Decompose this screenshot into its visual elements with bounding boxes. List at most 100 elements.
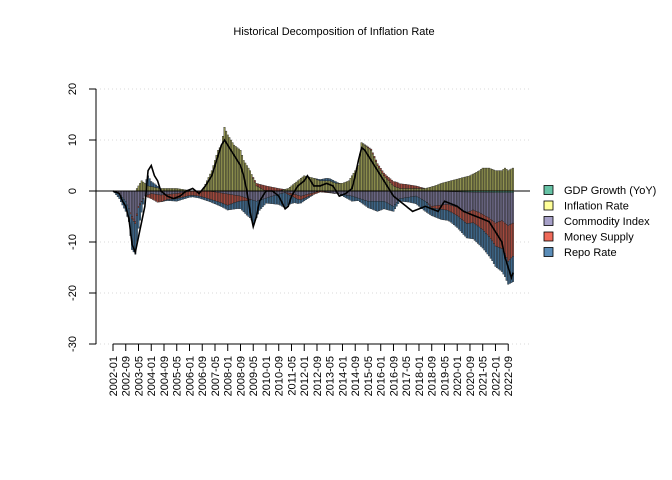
bar-segment	[140, 201, 143, 213]
bar-segment	[492, 192, 495, 223]
bar-segment	[392, 185, 395, 192]
bar-segment	[199, 196, 202, 199]
bar-segment	[215, 201, 218, 205]
bar-segment	[386, 202, 389, 210]
bar-segment	[245, 200, 248, 216]
bar-segment	[494, 170, 497, 192]
bar-segment	[437, 205, 440, 210]
bar-segment	[405, 184, 408, 189]
bar-segment	[296, 195, 299, 200]
bar-segment	[500, 170, 503, 192]
legend-label: Repo Rate	[564, 247, 617, 259]
bar-segment	[322, 178, 325, 181]
bar-segment	[287, 192, 290, 195]
bar-segment	[427, 187, 430, 192]
bar-segment	[403, 190, 406, 199]
bar-segment	[505, 192, 508, 225]
bar-segment	[233, 190, 236, 196]
bar-segment	[494, 245, 497, 267]
bar-segment	[400, 190, 403, 199]
bar-segment	[237, 201, 240, 209]
bar-segment	[473, 172, 476, 192]
bar-segment	[453, 205, 455, 214]
bar-segment	[222, 193, 224, 204]
bar-segment	[433, 190, 436, 207]
x-tick-label: 2003-05	[133, 356, 145, 396]
bar-segment	[150, 193, 153, 199]
bar-segment	[196, 195, 199, 198]
bar-segment	[261, 198, 264, 207]
bar-segment	[390, 179, 393, 185]
bar-segment	[497, 170, 500, 192]
bar-segment	[484, 192, 487, 217]
bar-segment	[191, 190, 194, 196]
bar-segment	[229, 139, 232, 192]
bar-segment	[234, 195, 237, 203]
bar-segment	[166, 199, 169, 201]
bar-segment	[363, 200, 366, 206]
bar-segment	[193, 190, 196, 196]
bar-segment	[225, 193, 228, 205]
bar-segment	[392, 206, 395, 212]
bar-segment	[464, 176, 467, 192]
bar-segment	[456, 178, 459, 192]
bar-segment	[457, 191, 460, 209]
bar-segment	[484, 216, 487, 234]
bar-segment	[386, 175, 389, 180]
bar-segment	[234, 190, 237, 196]
bar-segment	[220, 202, 223, 207]
bar-segment	[470, 191, 473, 211]
bar-segment	[217, 201, 220, 206]
bar-segment	[137, 206, 140, 209]
bar-segment	[475, 224, 478, 243]
bar-segment	[504, 192, 506, 224]
bar-segment	[215, 192, 218, 202]
bar-segment	[375, 190, 377, 202]
bar-segment	[367, 190, 369, 202]
bar-segment	[351, 195, 353, 202]
bar-segment	[448, 181, 451, 192]
bar-segment	[214, 191, 216, 201]
bar-segment	[255, 190, 258, 202]
bar-segment	[226, 193, 229, 206]
bar-segment	[484, 167, 487, 192]
bar-segment	[365, 190, 368, 201]
bar-segment	[496, 192, 498, 223]
bar-segment	[478, 192, 481, 213]
bar-segment	[430, 190, 433, 207]
bar-segment	[473, 210, 476, 225]
bar-segment	[413, 185, 416, 189]
bar-segment	[453, 179, 455, 192]
bar-segment	[475, 172, 478, 192]
bar-segment	[343, 182, 346, 192]
bar-segment	[202, 197, 205, 200]
x-tick-label: 2016-01	[376, 356, 388, 396]
bar-segment	[139, 183, 142, 192]
bar-segment	[303, 190, 306, 196]
bar-segment	[491, 192, 494, 221]
bar-segment	[456, 215, 459, 228]
legend-swatch	[543, 185, 554, 195]
bar-segment	[457, 207, 460, 218]
bar-segment	[456, 206, 459, 216]
bar-segment	[373, 157, 376, 192]
bar-segment	[499, 192, 502, 222]
bar-segment	[231, 203, 234, 210]
bar-segment	[171, 198, 173, 202]
bar-segment	[306, 190, 309, 195]
bar-segment	[186, 195, 189, 198]
bar-segment	[174, 198, 177, 202]
y-tick-label: 20	[67, 83, 79, 95]
bar-segment	[472, 173, 475, 192]
bar-segment	[239, 190, 242, 197]
legend-label: GDP Growth (YoY)	[564, 185, 656, 197]
bar-segment	[327, 180, 330, 192]
bar-segment	[363, 190, 366, 201]
bar-segment	[486, 216, 489, 236]
bar-segment	[325, 180, 328, 192]
bar-segment	[134, 190, 137, 222]
bar-segment	[263, 198, 266, 206]
bar-segment	[445, 181, 447, 192]
bar-segment	[309, 195, 312, 197]
bar-segment	[236, 147, 239, 192]
